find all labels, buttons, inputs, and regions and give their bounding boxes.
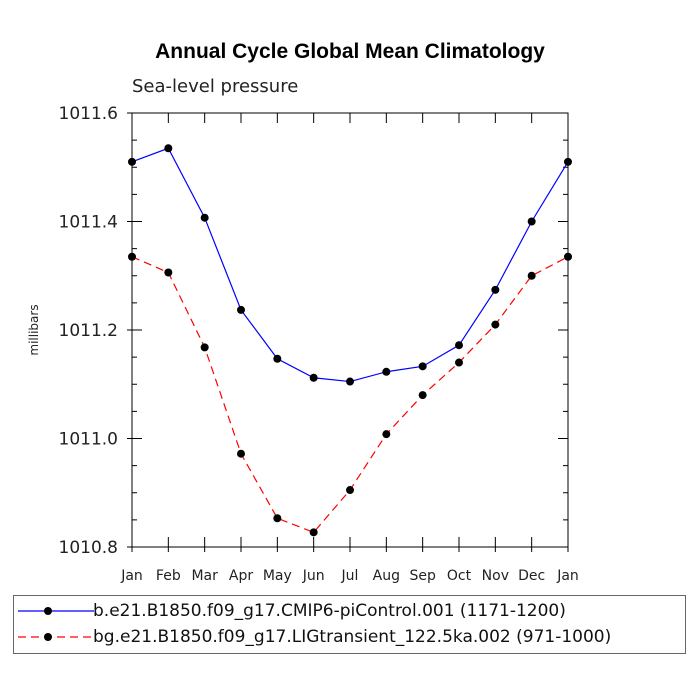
data-point — [491, 285, 500, 294]
x-tick-label: Dec — [518, 568, 545, 584]
chart-title: Annual Cycle Global Mean Climatology — [155, 40, 545, 63]
y-tick-label: 1011.0 — [59, 430, 118, 450]
legend-swatch — [18, 607, 94, 615]
data-point — [200, 343, 209, 352]
data-point — [200, 213, 209, 222]
data-point — [382, 430, 391, 439]
legend-label: b.e21.B1850.f09_g17.CMIP6-piControl.001 … — [93, 601, 566, 621]
x-tick-label: May — [263, 568, 292, 584]
data-point — [564, 252, 572, 261]
x-tick-label: Apr — [229, 568, 253, 584]
data-point — [128, 252, 136, 261]
data-point — [527, 271, 536, 280]
legend-swatch — [18, 633, 94, 641]
data-point — [564, 157, 572, 166]
data-point — [128, 157, 136, 166]
data-point — [418, 391, 427, 400]
data-point — [346, 486, 354, 495]
legend-item: bg.e21.B1850.f09_g17.LIGtransient_122.5k… — [14, 624, 685, 650]
series-line-0 — [131, 147, 569, 383]
data-point — [418, 362, 427, 371]
y-tick-label: 1011.2 — [59, 321, 118, 341]
data-point — [527, 217, 536, 226]
plot-frame — [131, 112, 569, 548]
data-point — [273, 354, 282, 363]
x-tick-label: Feb — [156, 568, 181, 584]
data-point — [346, 377, 354, 386]
data-point — [455, 341, 463, 350]
x-tick-label: Jan — [556, 568, 579, 584]
legend-item: b.e21.B1850.f09_g17.CMIP6-piControl.001 … — [14, 598, 685, 624]
data-point — [164, 268, 173, 277]
chart-subtitle: Sea-level pressure — [132, 76, 299, 97]
legend-label: bg.e21.B1850.f09_g17.LIGtransient_122.5k… — [93, 627, 612, 647]
y-tick-label: 1011.6 — [59, 104, 118, 124]
data-point — [164, 144, 173, 153]
x-tick-label: Aug — [373, 568, 400, 584]
data-point — [309, 528, 318, 537]
line-chart: Jan Feb Mar Apr May Jun Jul Aug Sep Oct Nov Dec Jan1… — [27, 104, 579, 584]
x-tick-label: Nov — [482, 568, 509, 584]
y-axis-label: millibars — [27, 304, 41, 355]
data-point — [309, 373, 318, 382]
x-tick-label: Jul — [341, 568, 359, 584]
y-tick-label: 1011.4 — [59, 213, 118, 233]
data-point — [491, 320, 500, 329]
x-tick-label: Sep — [409, 568, 436, 584]
data-point — [237, 449, 245, 458]
x-tick-label: Jan — [120, 568, 143, 584]
data-point — [273, 514, 282, 523]
y-tick-label: 1010.8 — [59, 538, 118, 558]
data-point — [237, 305, 245, 314]
data-point — [382, 367, 391, 376]
legend: b.e21.B1850.f09_g17.CMIP6-piControl.001 … — [13, 595, 686, 654]
x-tick-label: Oct — [447, 568, 472, 584]
x-tick-label: Mar — [191, 568, 218, 584]
x-tick-label: Jun — [302, 568, 325, 584]
data-point — [455, 358, 463, 367]
